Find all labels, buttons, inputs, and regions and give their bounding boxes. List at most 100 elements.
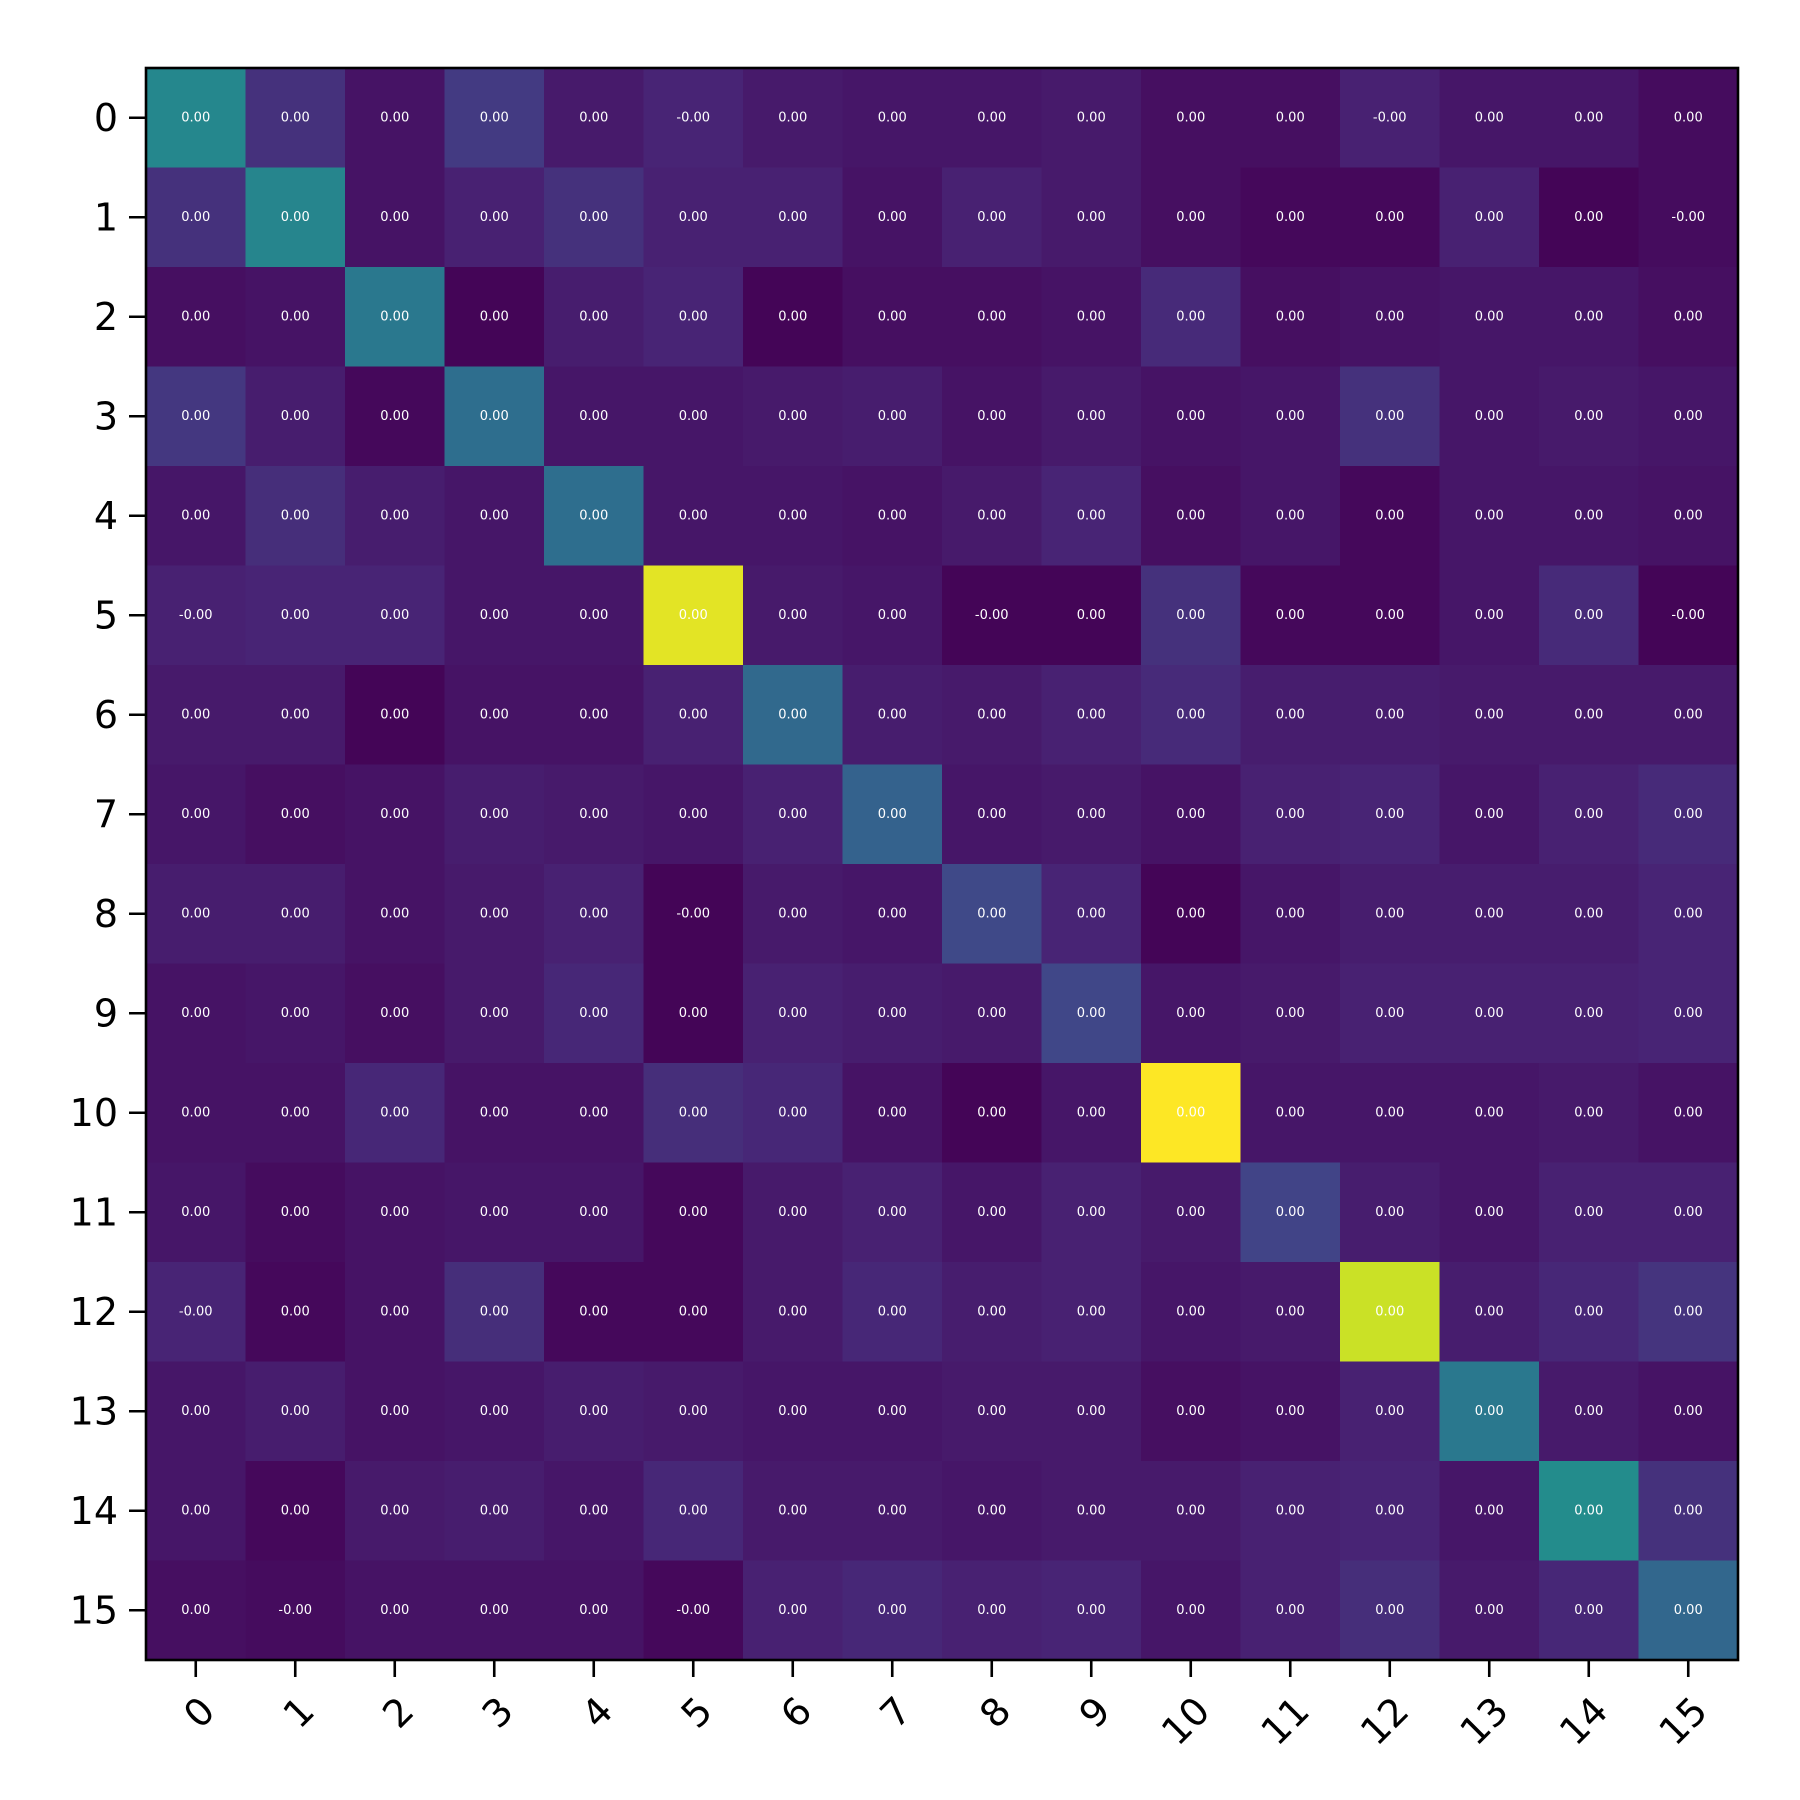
heatmap-cell xyxy=(1439,167,1540,268)
cell-value-label: 0.00 xyxy=(1176,309,1205,324)
heatmap-cell xyxy=(842,963,943,1064)
cell-value-label: 0.00 xyxy=(977,1105,1006,1120)
heatmap-cell xyxy=(444,665,545,766)
heatmap-cell xyxy=(245,764,346,865)
cell-value-label: 0.00 xyxy=(1375,1304,1404,1319)
cell-value-label: 0.00 xyxy=(480,906,509,921)
cell-value-label: 0.00 xyxy=(1077,1304,1106,1319)
cell-value-label: 0.00 xyxy=(679,1304,708,1319)
cell-value-label: 0.00 xyxy=(1574,1304,1603,1319)
cell-value-label: 0.00 xyxy=(181,309,210,324)
heatmap-cell xyxy=(444,366,545,467)
cell-value-label: 0.00 xyxy=(1276,807,1305,822)
heatmap-cell xyxy=(245,366,346,467)
heatmap-cell xyxy=(942,167,1043,268)
heatmap-cell xyxy=(842,167,943,268)
cell-value-label: 0.00 xyxy=(1674,807,1703,822)
cell-value-label: 0.00 xyxy=(778,1006,807,1021)
heatmap-cell xyxy=(1240,764,1341,865)
heatmap-cell xyxy=(544,963,645,1064)
cell-value-label: 0.00 xyxy=(977,1006,1006,1021)
cell-value-label: 0.00 xyxy=(878,110,907,125)
cell-value-label: 0.00 xyxy=(1077,608,1106,623)
cell-value-label: 0.00 xyxy=(1574,1603,1603,1618)
cell-value-label: 0.00 xyxy=(579,110,608,125)
cell-value-label: 0.00 xyxy=(1375,1006,1404,1021)
heatmap-cell xyxy=(1141,565,1242,666)
heatmap-cell xyxy=(1539,565,1640,666)
heatmap-cell xyxy=(1439,764,1540,865)
heatmap-cell xyxy=(1539,963,1640,1064)
heatmap-cell xyxy=(444,1063,545,1164)
heatmap-cell xyxy=(743,1461,844,1562)
heatmap-cell xyxy=(643,1361,744,1462)
heatmap-cell xyxy=(1141,963,1242,1064)
cell-value-label: 0.00 xyxy=(480,110,509,125)
heatmap-cell xyxy=(1638,764,1739,865)
cell-value-label: 0.00 xyxy=(1077,110,1106,125)
cell-value-label: 0.00 xyxy=(480,807,509,822)
heatmap-cell xyxy=(1539,1262,1640,1363)
cell-value-label: 0.00 xyxy=(1475,1603,1504,1618)
cell-value-label: 0.00 xyxy=(1176,1205,1205,1220)
cell-value-label: 0.00 xyxy=(1674,1404,1703,1419)
heatmap-cell xyxy=(1041,167,1142,268)
cell-value-label: 0.00 xyxy=(977,409,1006,424)
cell-value-label: 0.00 xyxy=(1077,1006,1106,1021)
heatmap-cell xyxy=(1638,1063,1739,1164)
heatmap-cell xyxy=(1141,1262,1242,1363)
cell-value-label: 0.00 xyxy=(977,807,1006,822)
cell-value-label: 0.00 xyxy=(1475,906,1504,921)
heatmap-cell xyxy=(1340,267,1441,368)
cell-value-label: 0.00 xyxy=(579,409,608,424)
cell-value-label: 0.00 xyxy=(977,1404,1006,1419)
cell-value-label: 0.00 xyxy=(1475,1006,1504,1021)
heatmap-cell xyxy=(1439,1361,1540,1462)
cell-value-label: 0.00 xyxy=(1574,409,1603,424)
heatmap-cell xyxy=(1041,466,1142,567)
heatmap-cell xyxy=(1340,1461,1441,1562)
cell-value-label: -0.00 xyxy=(278,1603,312,1618)
heatmap-cell xyxy=(743,864,844,965)
cell-value-label: 0.00 xyxy=(977,210,1006,225)
cell-value-label: 0.00 xyxy=(778,409,807,424)
heatmap-cell xyxy=(544,764,645,865)
heatmap-cell xyxy=(942,1262,1043,1363)
heatmap-cell xyxy=(1041,963,1142,1064)
cell-value-label: 0.00 xyxy=(1674,1205,1703,1220)
cell-value-label: 0.00 xyxy=(1276,1503,1305,1518)
cell-value-label: 0.00 xyxy=(679,409,708,424)
cell-value-label: 0.00 xyxy=(1077,1503,1106,1518)
heatmap-cell xyxy=(942,466,1043,567)
heatmap-cell xyxy=(345,1262,446,1363)
cell-value-label: 0.00 xyxy=(1574,707,1603,722)
heatmap-cell xyxy=(1340,665,1441,766)
heatmap-cell xyxy=(1240,167,1341,268)
heatmap-cell xyxy=(544,466,645,567)
cell-value-label: 0.00 xyxy=(1375,409,1404,424)
cell-value-label: 0.00 xyxy=(281,409,310,424)
heatmap-cell xyxy=(643,864,744,965)
heatmap-cell xyxy=(1240,565,1341,666)
y-tick-label: 15 xyxy=(70,1588,118,1632)
cell-value-label: 0.00 xyxy=(1176,1503,1205,1518)
cell-value-label: 0.00 xyxy=(1276,210,1305,225)
heatmap-cell xyxy=(1340,68,1441,169)
cell-value-label: 0.00 xyxy=(1176,608,1205,623)
cell-value-label: 0.00 xyxy=(977,309,1006,324)
heatmap-cell xyxy=(245,1361,346,1462)
cell-value-label: 0.00 xyxy=(1475,1205,1504,1220)
cell-value-label: 0.00 xyxy=(579,1603,608,1618)
cell-value-label: 0.00 xyxy=(1674,707,1703,722)
heatmap-cell xyxy=(544,1063,645,1164)
cell-value-label: 0.00 xyxy=(878,807,907,822)
cell-value-label: 0.00 xyxy=(380,1006,409,1021)
heatmap-cell xyxy=(743,366,844,467)
cell-value-label: 0.00 xyxy=(1276,508,1305,523)
cell-value-label: 0.00 xyxy=(778,1603,807,1618)
heatmap-cell xyxy=(345,1162,446,1263)
heatmap-cell xyxy=(643,665,744,766)
heatmap-cell xyxy=(1041,366,1142,467)
cell-value-label: 0.00 xyxy=(579,210,608,225)
cell-value-label: 0.00 xyxy=(1176,1105,1205,1120)
